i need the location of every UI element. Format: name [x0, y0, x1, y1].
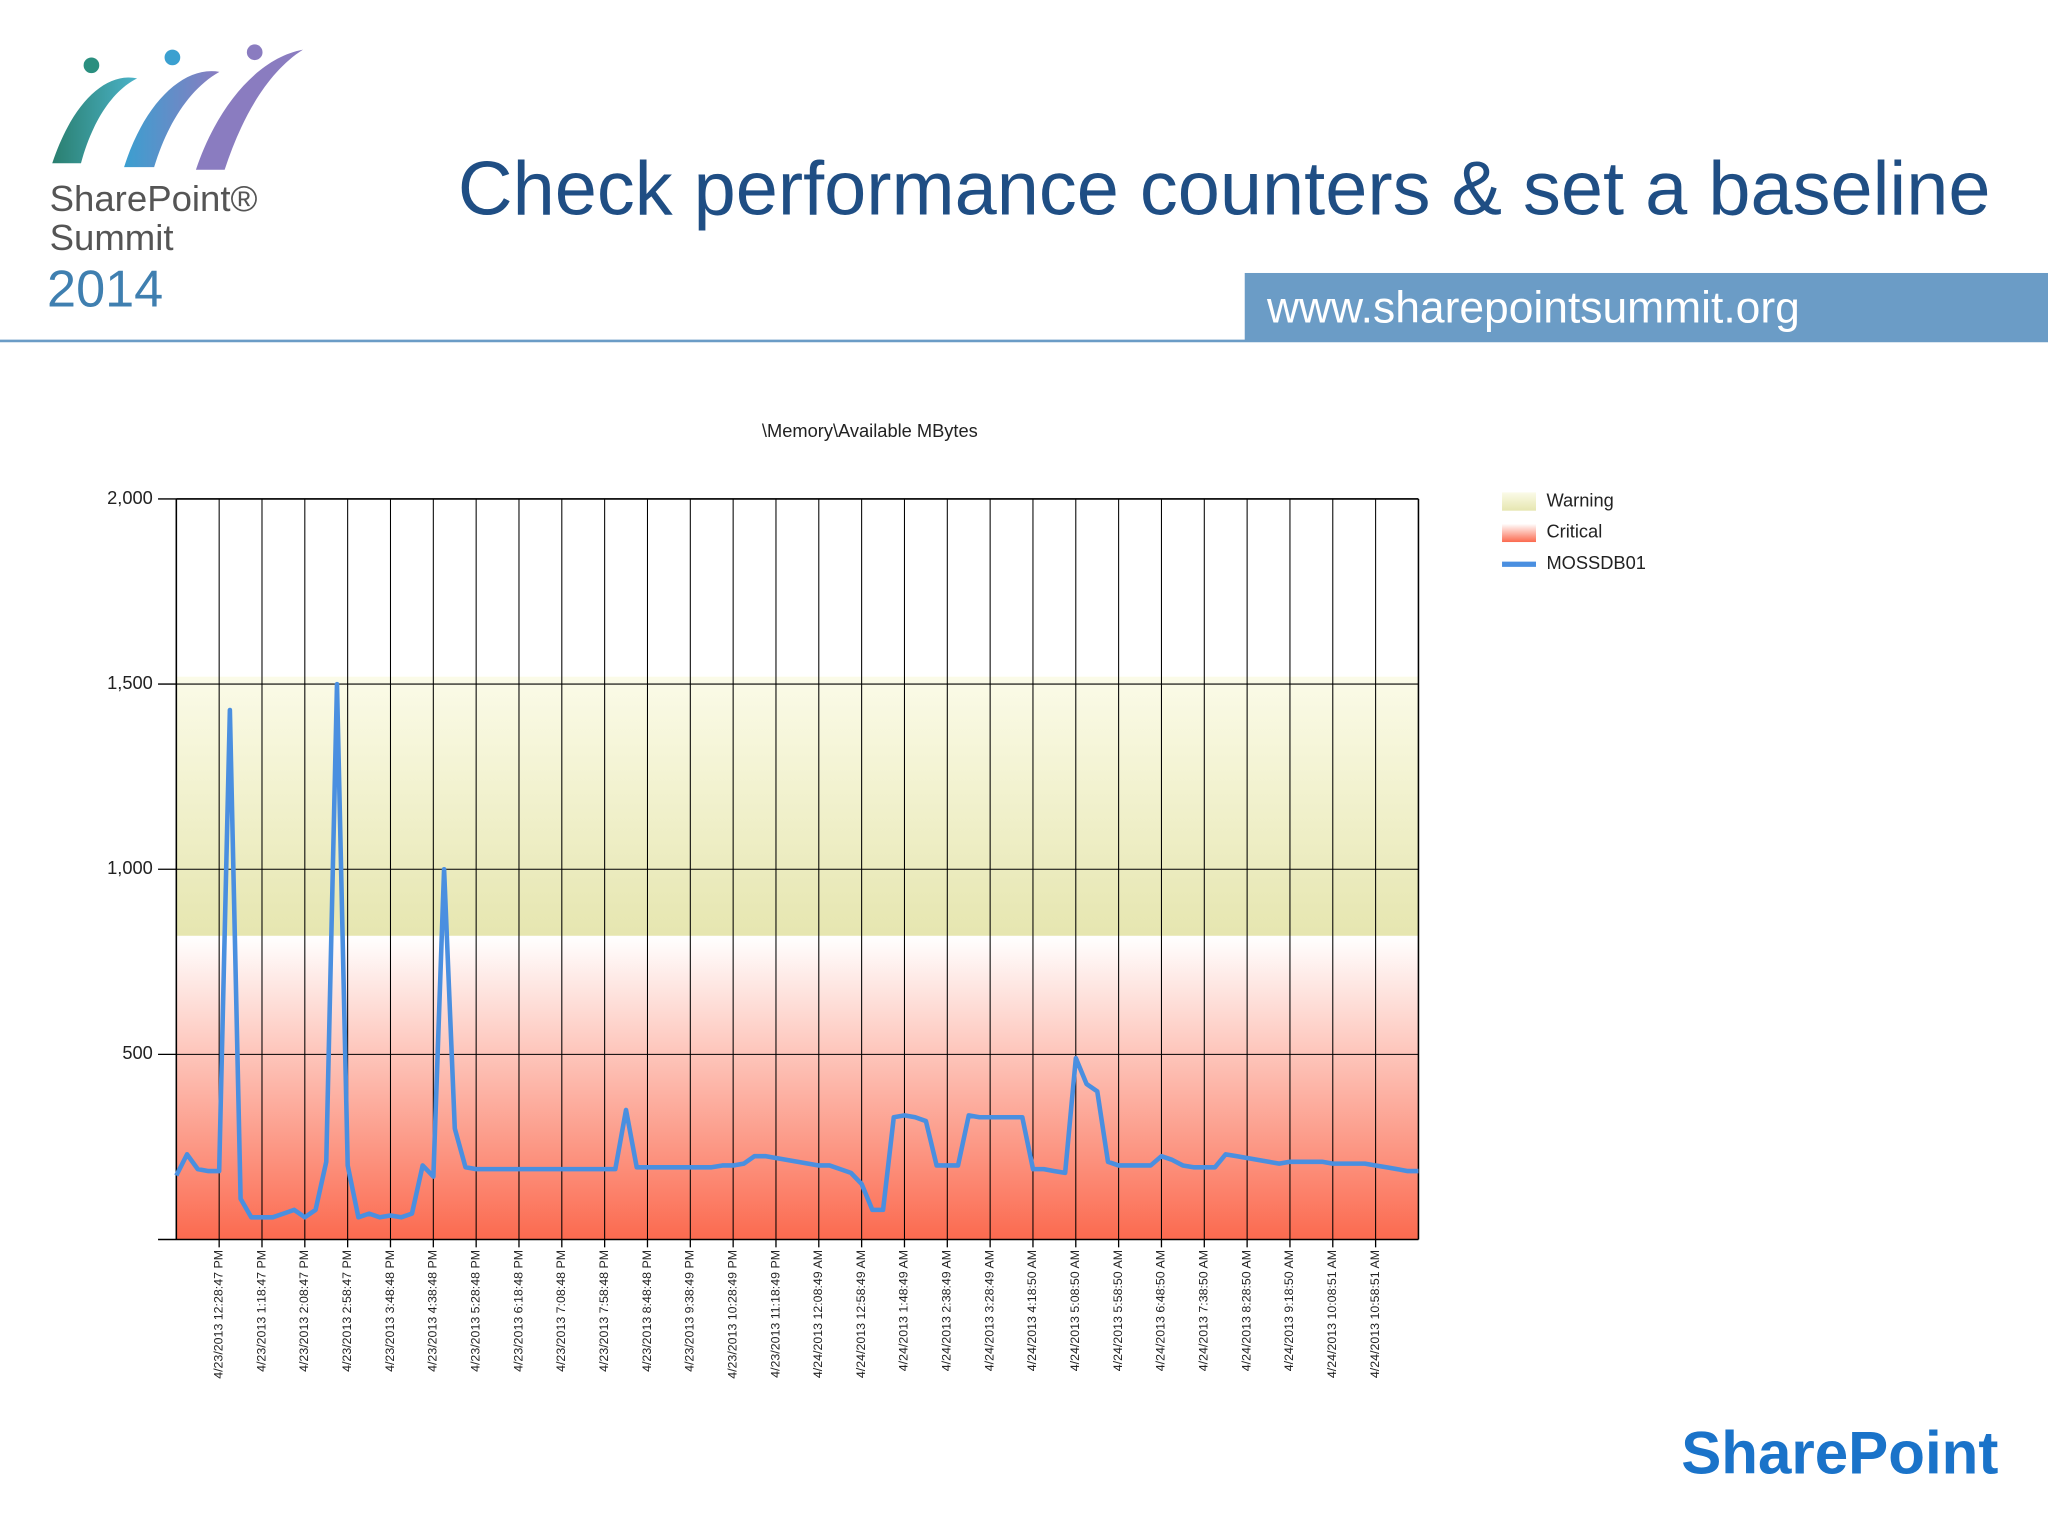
footer-brand: SharePoint [1681, 1420, 1998, 1487]
x-tick-label: 4/24/2013 12:08:49 AM [811, 1250, 825, 1378]
x-tick-label: 4/24/2013 7:38:50 AM [1197, 1250, 1211, 1371]
x-tick-label: 4/23/2013 2:58:47 PM [340, 1250, 354, 1372]
x-tick-label: 4/23/2013 11:18:49 PM [768, 1250, 782, 1378]
x-tick-label: 4/23/2013 12:28:47 PM [211, 1250, 225, 1379]
x-tick-label: 4/23/2013 3:48:48 PM [383, 1250, 397, 1372]
x-tick-label: 4/24/2013 8:28:50 AM [1239, 1250, 1253, 1371]
x-tick-label: 4/23/2013 10:28:49 PM [725, 1250, 739, 1379]
logo-figure [195, 49, 304, 170]
band [176, 676, 1419, 936]
x-tick-label: 4/23/2013 7:08:48 PM [554, 1250, 568, 1372]
x-tick-label: 4/23/2013 6:18:48 PM [511, 1250, 525, 1372]
y-tick-label: 500 [122, 1042, 152, 1063]
slide-title: Check performance counters & set a basel… [458, 147, 1991, 232]
logo-year: 2014 [47, 260, 163, 318]
x-tick-label: 4/23/2013 5:28:48 PM [468, 1250, 482, 1372]
legend-swatch [1502, 523, 1536, 543]
series-line [174, 681, 1419, 1220]
x-tick-label: 4/24/2013 1:48:49 AM [897, 1250, 911, 1371]
x-tick-label: 4/23/2013 1:18:47 PM [254, 1250, 268, 1372]
x-tick-label: 4/23/2013 8:48:48 PM [640, 1250, 654, 1372]
logo-brand: SharePoint® [50, 178, 258, 219]
x-tick-label: 4/24/2013 5:58:50 AM [1111, 1250, 1125, 1371]
logo: SharePoint® Summit 2014 [47, 44, 304, 318]
logo-figure [52, 77, 138, 164]
logo-event: Summit [50, 217, 174, 258]
chart: \Memory\Available MBytes 500 1,000 1,500 2,… [107, 420, 1646, 1379]
x-tick-label: 4/23/2013 2:08:47 PM [297, 1250, 311, 1372]
x-tick-label: 4/24/2013 6:48:50 AM [1154, 1250, 1168, 1371]
legend-label: Warning [1546, 489, 1613, 510]
url-banner [1244, 272, 2048, 341]
band [176, 935, 1419, 1240]
x-tick-label: 4/24/2013 10:08:51 AM [1325, 1250, 1339, 1378]
logo-head [83, 57, 100, 74]
legend-label: MOSSDB01 [1546, 552, 1645, 573]
x-tick-label: 4/24/2013 9:18:50 AM [1282, 1250, 1296, 1371]
chart-title: \Memory\Available MBytes [762, 420, 978, 441]
x-tick-label: 4/24/2013 5:08:50 AM [1068, 1250, 1082, 1371]
x-tick-label: 4/24/2013 10:58:51 AM [1368, 1250, 1382, 1378]
x-tick-label: 4/24/2013 3:28:49 AM [982, 1250, 996, 1371]
logo-figure [124, 71, 220, 168]
url: www.sharepointsummit.org [1266, 284, 1800, 333]
x-tick-label: 4/24/2013 12:58:49 AM [854, 1250, 868, 1378]
y-tick-label: 1,000 [107, 857, 153, 878]
logo-head [164, 49, 181, 66]
legend-swatch [1502, 492, 1536, 511]
x-tick-label: 4/23/2013 9:38:49 PM [683, 1250, 697, 1372]
x-tick-label: 4/24/2013 4:18:50 AM [1025, 1250, 1039, 1371]
legend-label: Critical [1546, 521, 1602, 542]
x-tick-label: 4/23/2013 7:58:48 PM [597, 1250, 611, 1372]
y-tick-label: 2,000 [107, 487, 153, 508]
x-tick-label: 4/24/2013 2:38:49 AM [940, 1250, 954, 1371]
x-tick-label: 4/23/2013 4:38:48 PM [426, 1250, 440, 1372]
y-tick-label: 1,500 [107, 672, 153, 693]
logo-head [246, 44, 263, 61]
